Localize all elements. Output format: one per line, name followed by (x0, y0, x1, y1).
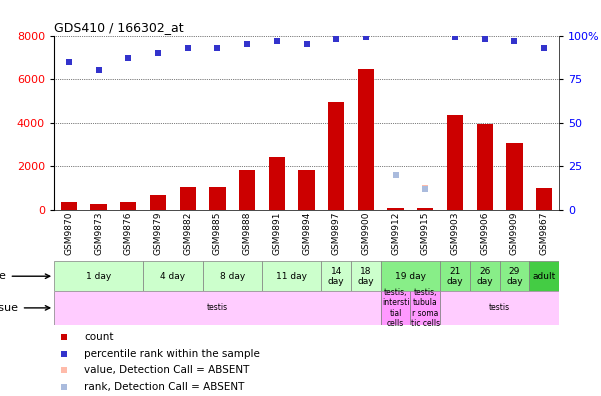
Text: rank, Detection Call = ABSENT: rank, Detection Call = ABSENT (84, 382, 245, 392)
Bar (499, 261, 529, 291)
Text: testis: testis (489, 303, 510, 312)
Bar (180, 187, 196, 210)
Bar (61, 202, 77, 210)
Bar (91, 204, 107, 210)
Bar (269, 156, 285, 210)
Bar (54, 261, 143, 291)
Bar (410, 291, 440, 325)
Bar (150, 194, 166, 210)
Text: age: age (0, 271, 50, 281)
Bar (239, 169, 255, 210)
Bar (381, 261, 440, 291)
Text: percentile rank within the sample: percentile rank within the sample (84, 348, 260, 359)
Text: 21
day: 21 day (447, 267, 463, 286)
Bar (470, 261, 499, 291)
Text: 8 day: 8 day (219, 272, 245, 281)
Bar (440, 261, 470, 291)
Bar (351, 261, 381, 291)
Text: testis,
tubula
r soma
tic cells: testis, tubula r soma tic cells (410, 288, 440, 328)
Bar (506, 143, 522, 210)
Bar (536, 188, 552, 210)
Text: GDS410 / 166302_at: GDS410 / 166302_at (54, 21, 184, 34)
Text: value, Detection Call = ABSENT: value, Detection Call = ABSENT (84, 366, 250, 375)
Text: count: count (84, 332, 114, 342)
Text: 11 day: 11 day (276, 272, 307, 281)
Bar (262, 261, 322, 291)
Text: 14
day: 14 day (328, 267, 344, 286)
Text: 18
day: 18 day (358, 267, 374, 286)
Bar (477, 124, 493, 210)
Text: 29
day: 29 day (506, 267, 523, 286)
Bar (143, 261, 203, 291)
Bar (381, 291, 410, 325)
Bar (298, 169, 315, 210)
Bar (417, 208, 433, 210)
Text: tissue: tissue (0, 303, 50, 313)
Bar (328, 102, 344, 210)
Bar (529, 261, 559, 291)
Text: 4 day: 4 day (160, 272, 186, 281)
Text: 19 day: 19 day (395, 272, 426, 281)
Bar (203, 261, 262, 291)
Bar (440, 291, 559, 325)
Text: testis,
intersti
tial
cells: testis, intersti tial cells (382, 288, 409, 328)
Text: adult: adult (532, 272, 556, 281)
Text: 26
day: 26 day (477, 267, 493, 286)
Bar (209, 187, 225, 210)
Bar (358, 69, 374, 210)
Bar (388, 208, 404, 210)
Bar (447, 115, 463, 210)
Bar (322, 261, 351, 291)
Text: testis: testis (207, 303, 228, 312)
Bar (120, 202, 136, 210)
Bar (54, 291, 381, 325)
Text: 1 day: 1 day (86, 272, 111, 281)
